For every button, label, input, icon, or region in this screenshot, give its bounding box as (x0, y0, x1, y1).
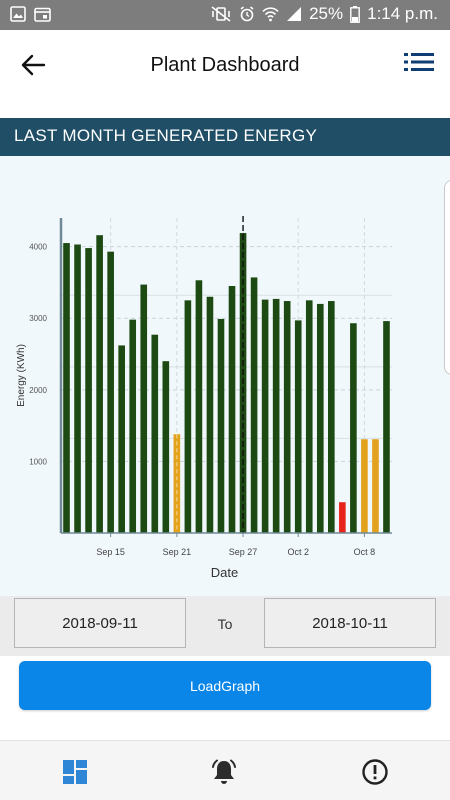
bar-2018-09-20 (162, 361, 170, 533)
page-title: Plant Dashboard (150, 54, 300, 76)
arrow-left-icon (21, 54, 46, 76)
y-axis-title: Energy (KWh) (16, 344, 27, 407)
x-tick-label: Oct 8 (354, 547, 376, 557)
alarm-bell-icon (212, 759, 236, 784)
bar-2018-09-15 (107, 251, 114, 533)
bar-2018-09-22 (184, 300, 192, 533)
battery-icon (350, 5, 361, 23)
x-tick-label: Sep 27 (229, 547, 258, 557)
clock-time: 1:14 p.m. (367, 4, 438, 23)
app-bar: Plant Dashboard (0, 30, 450, 100)
bar-2018-09-12 (74, 244, 81, 533)
side-drawer-handle[interactable] (444, 180, 450, 375)
bar-2018-09-29 (261, 299, 269, 533)
bar-2018-09-28 (250, 277, 258, 533)
bar-2018-09-14 (96, 235, 103, 533)
list-menu-button[interactable] (404, 52, 434, 74)
bar-2018-10-10 (383, 321, 390, 533)
date-range-row: 2018-09-11 To 2018-10-11 (0, 596, 450, 656)
bar-2018-10-02 (294, 320, 302, 533)
y-tick-label: 3000 (29, 314, 47, 323)
bar-2018-10-03 (305, 300, 313, 533)
bar-2018-09-13 (85, 248, 92, 533)
bar-2018-09-19 (151, 334, 159, 533)
load-graph-button[interactable]: LoadGraph (19, 661, 431, 710)
y-tick-label: 1000 (29, 457, 47, 466)
status-bar: 25% 1:14 p.m. (0, 0, 450, 30)
calendar-notification-icon (34, 7, 51, 22)
to-label: To (217, 616, 233, 632)
x-tick-label: Sep 21 (163, 547, 192, 557)
mute-vibrate-icon (211, 6, 231, 22)
bottom-navigation (0, 740, 450, 800)
dashboard-icon (63, 760, 87, 784)
energy-chart-panel: 1000 2000 3000 4000 Sep 15 Sep 21 Sep 27 Oct 2 O… (0, 156, 450, 596)
bar-2018-09-30 (272, 298, 280, 533)
bar-2018-09-16 (118, 345, 125, 533)
bar-2018-09-18 (140, 284, 148, 533)
x-tick-label: Oct 2 (287, 547, 309, 557)
bar-2018-09-26 (228, 286, 236, 533)
bar-2018-10-07 (350, 323, 357, 533)
bar-2018-10-01 (283, 301, 291, 533)
x-axis-title: Date (211, 565, 238, 580)
nav-dashboard[interactable] (61, 758, 89, 786)
list-menu-icon (404, 53, 434, 71)
status-notifications (10, 6, 51, 22)
bar-2018-10-09 (372, 439, 379, 533)
bar-2018-10-08 (361, 439, 368, 533)
bar-2018-09-24 (206, 296, 214, 533)
x-tick-label: Sep 15 (96, 547, 125, 557)
alarm-clock-icon (240, 6, 254, 22)
bar-2018-10-04 (316, 303, 324, 533)
image-notification-icon (10, 6, 26, 22)
section-title: LAST MONTH GENERATED ENERGY (0, 118, 450, 156)
y-tick-label: 2000 (29, 386, 47, 395)
from-date-field[interactable]: 2018-09-11 (14, 598, 186, 648)
status-indicators: 25% 1:14 p.m. (210, 4, 438, 24)
content-area: LAST MONTH GENERATED ENERGY 1000 2000 3000… (0, 100, 450, 740)
to-date-field[interactable]: 2018-10-11 (264, 598, 436, 648)
nav-alarms[interactable] (210, 758, 238, 786)
alert-info-icon (362, 759, 388, 785)
nav-alerts[interactable] (361, 758, 389, 786)
back-button[interactable] (20, 52, 50, 78)
bar-2018-09-25 (217, 318, 225, 533)
energy-bar-chart: 1000 2000 3000 4000 Sep 15 Sep 21 Sep 27 Oct 2 O… (16, 216, 392, 580)
bar-2018-10-05 (328, 301, 335, 533)
bar-2018-10-06 (339, 502, 346, 533)
signal-icon (287, 7, 302, 21)
y-tick-label: 4000 (29, 243, 47, 252)
bar-2018-09-23 (195, 280, 203, 533)
bar-2018-09-11 (63, 243, 70, 533)
battery-percent: 25% (309, 4, 344, 23)
wifi-icon (262, 7, 279, 22)
bar-2018-09-17 (129, 319, 137, 533)
